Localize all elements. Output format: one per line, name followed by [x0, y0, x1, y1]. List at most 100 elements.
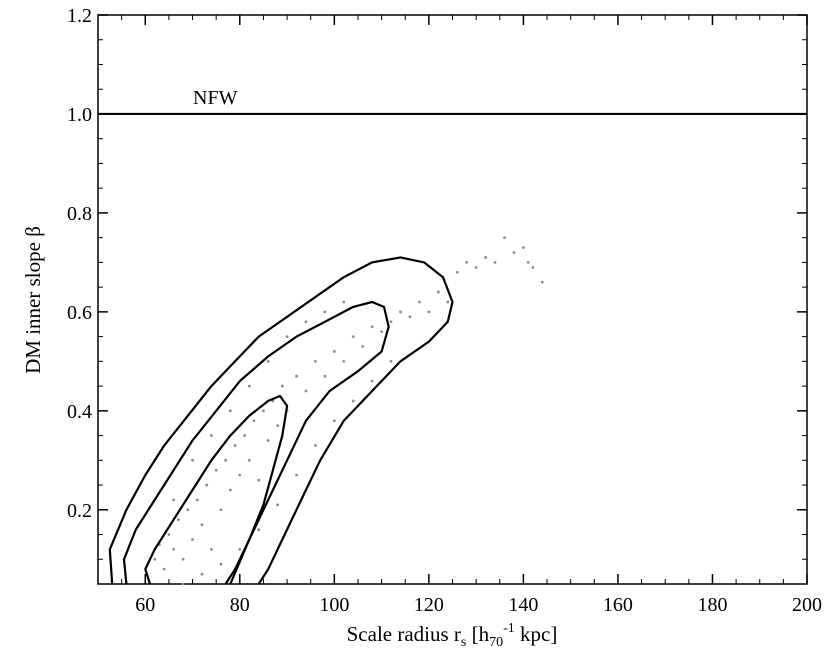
- scatter-point: [210, 434, 213, 437]
- scatter-point: [323, 310, 327, 314]
- x-axis-label: Scale radius rs [h70-1 kpc]: [347, 621, 558, 650]
- contour-outer: [108, 256, 454, 585]
- scatter-point: [172, 498, 176, 502]
- axis-ticks: 60 80 100 120 140 160 180 200 0.2 0.4 0.6 0.8 1.0 1.2: [67, 5, 822, 616]
- scatter-point: [389, 320, 393, 324]
- y-tick-label: 0.6: [67, 302, 92, 324]
- scatter-point: [323, 374, 327, 378]
- scatter-point: [214, 468, 218, 472]
- scatter-points: [153, 236, 544, 586]
- scatter-point: [474, 265, 478, 269]
- contour-middle: [122, 300, 390, 585]
- scatter-point: [370, 325, 374, 329]
- scatter-point: [176, 518, 180, 522]
- scatter-point: [484, 256, 487, 259]
- scatter-point: [526, 260, 530, 264]
- scatter-point: [446, 300, 450, 304]
- contour-inner: [144, 394, 289, 585]
- scatter-point: [380, 330, 383, 334]
- scatter-point: [436, 290, 440, 294]
- scatter-point: [238, 473, 242, 477]
- scatter-point: [342, 300, 346, 304]
- x-tick-label: 80: [230, 594, 250, 616]
- scatter-point: [210, 547, 213, 551]
- scatter-point: [186, 508, 190, 512]
- scatter-point: [228, 409, 232, 413]
- scatter-point: [314, 359, 317, 363]
- scatter-point: [351, 335, 355, 339]
- scatter-point: [332, 419, 336, 423]
- x-tick-label: 200: [792, 594, 822, 616]
- y-tick-label: 1.2: [67, 5, 92, 27]
- scatter-point: [238, 547, 242, 551]
- y-axis-label: DM inner slope β: [21, 226, 45, 374]
- scatter-point: [181, 582, 185, 586]
- scatter-point: [257, 478, 261, 482]
- scatter-point: [465, 260, 469, 264]
- scatter-point: [247, 458, 251, 462]
- scatter-point: [332, 350, 336, 353]
- x-tick-label: 180: [697, 594, 727, 616]
- scatter-point: [314, 444, 317, 447]
- scatter-point: [503, 236, 506, 240]
- scatter-point: [191, 458, 194, 462]
- scatter-point: [285, 335, 289, 339]
- scatter-point: [361, 345, 365, 348]
- scatter-point: [512, 251, 516, 254]
- scatter-point: [200, 572, 204, 576]
- x-tick-label: 120: [414, 594, 444, 616]
- scatter-point: [200, 523, 204, 527]
- scatter-point: [228, 488, 232, 492]
- scatter-point: [389, 359, 393, 363]
- scatter-point: [252, 419, 256, 423]
- scatter-point: [522, 246, 525, 249]
- scatter-point: [195, 498, 199, 502]
- scatter-point: [295, 374, 298, 378]
- scatter-point: [304, 320, 308, 324]
- scatter-point: [172, 547, 176, 551]
- scatter-point: [162, 567, 166, 571]
- scatter-point: [191, 538, 194, 541]
- scatter-point: [243, 434, 246, 437]
- scatter-point: [233, 444, 237, 447]
- scatter-point: [224, 458, 228, 462]
- x-tick-label: 60: [135, 594, 155, 616]
- scatter-point: [418, 300, 421, 304]
- scatter-point: [276, 424, 280, 428]
- scatter-point: [167, 533, 171, 536]
- scatter-point: [304, 389, 308, 393]
- scatter-point: [427, 310, 431, 314]
- y-tick-label: 0.4: [67, 401, 92, 423]
- y-tick-label: 1.0: [67, 104, 92, 126]
- scatter-point: [266, 439, 270, 442]
- y-tick-label: 0.8: [67, 203, 92, 225]
- scatter-point: [399, 310, 402, 314]
- scatter-point: [219, 508, 223, 512]
- x-tick-label: 140: [508, 594, 538, 616]
- scatter-point: [351, 399, 355, 403]
- scatter-point: [370, 379, 374, 383]
- scatter-point: [153, 557, 157, 561]
- scatter-point: [540, 280, 544, 284]
- scatter-point: [280, 384, 284, 388]
- scatter-point: [262, 409, 265, 413]
- scatter-point: [342, 359, 346, 363]
- confidence-contours: [108, 256, 454, 585]
- scatter-point: [205, 483, 209, 487]
- scatter-point: [257, 528, 261, 531]
- scatter-point: [531, 265, 535, 269]
- x-tick-label: 100: [319, 594, 349, 616]
- scatter-point: [455, 270, 459, 274]
- scatter-point: [247, 384, 251, 388]
- y-tick-label: 0.2: [67, 500, 92, 522]
- scatter-point: [408, 315, 412, 319]
- nfw-label: NFW: [193, 87, 238, 109]
- scatter-point: [276, 503, 280, 507]
- scatter-point: [493, 260, 497, 264]
- scatter-point: [219, 562, 223, 566]
- scatter-point: [181, 557, 185, 561]
- scatter-point: [295, 473, 298, 477]
- x-tick-label: 160: [603, 594, 633, 616]
- scatter-point: [266, 359, 270, 363]
